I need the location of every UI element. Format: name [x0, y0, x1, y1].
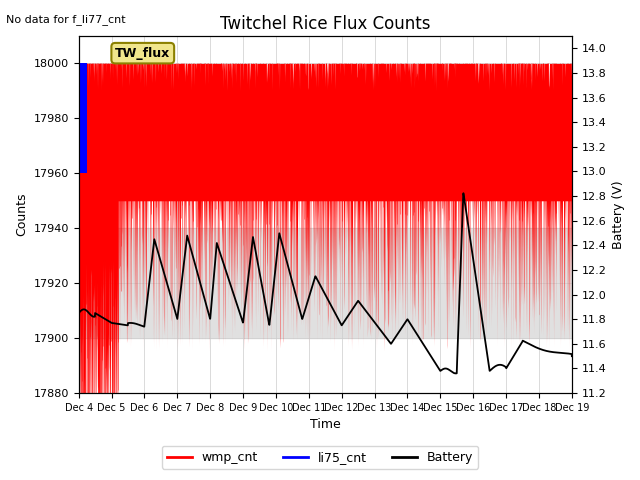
- Y-axis label: Battery (V): Battery (V): [612, 180, 625, 249]
- Legend: wmp_cnt, li75_cnt, Battery: wmp_cnt, li75_cnt, Battery: [162, 446, 478, 469]
- Bar: [79, 228, 572, 338]
- Y-axis label: Counts: Counts: [15, 193, 28, 236]
- Title: Twitchel Rice Flux Counts: Twitchel Rice Flux Counts: [220, 15, 431, 33]
- Text: No data for f_li77_cnt: No data for f_li77_cnt: [6, 14, 126, 25]
- Text: TW_flux: TW_flux: [115, 47, 170, 60]
- X-axis label: Time: Time: [310, 419, 340, 432]
